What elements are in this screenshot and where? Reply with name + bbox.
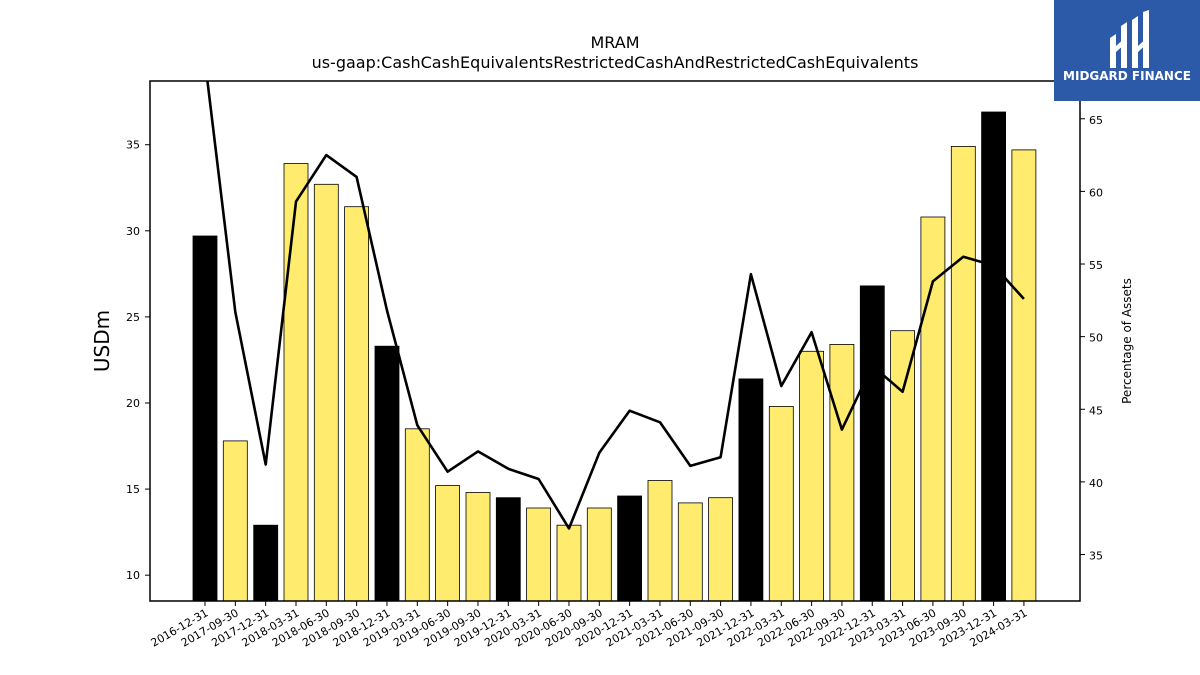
bar-2018-09-30	[344, 206, 370, 602]
logo: MIDGARD FINANCE	[1054, 0, 1200, 101]
bar-2019-03-31	[404, 428, 430, 602]
bar-2022-03-31	[768, 405, 794, 602]
bar-2019-06-30	[435, 485, 461, 602]
bar-2020-12-31	[617, 495, 642, 602]
bar-2021-09-30	[708, 497, 733, 602]
chart-subtitle: us-gaap:CashCashEquivalentsRestrictedCas…	[312, 53, 919, 72]
bar-2018-03-31	[283, 163, 309, 602]
y2-tick-label: 60	[1089, 186, 1103, 199]
bar-2018-06-30	[313, 183, 339, 602]
bar-2018-12-31	[374, 345, 400, 602]
y2-tick-label: 50	[1089, 332, 1103, 345]
y2-tick-label: 65	[1089, 114, 1103, 127]
y-tick-label: 35	[126, 139, 140, 152]
chart-title: MRAM	[590, 33, 639, 52]
bar-2021-06-30	[677, 502, 703, 602]
bar-2022-06-30	[799, 350, 824, 602]
y-axis-left: 10 15 20 25 30 35	[126, 139, 150, 582]
logo-text: MIDGARD FINANCE	[1063, 69, 1191, 83]
bar-2017-09-30	[222, 440, 248, 602]
y-tick-label: 30	[126, 225, 140, 238]
y-tick-label: 20	[126, 397, 140, 410]
y2-tick-label: 45	[1089, 404, 1103, 417]
bar-2021-03-31	[647, 480, 673, 602]
bar-2023-03-31	[890, 330, 915, 602]
bars-layer	[192, 111, 1037, 602]
logo-mark-icon	[1110, 10, 1149, 68]
bar-2020-09-30	[586, 507, 612, 602]
plot-frame	[149, 80, 1081, 602]
y2-tick-label: 55	[1089, 259, 1103, 272]
bar-2017-12-31	[253, 524, 279, 602]
y-tick-label: 10	[126, 569, 140, 582]
line-layer	[206, 81, 1025, 530]
y-axis-label: USDm	[90, 310, 114, 372]
bar-2023-09-30	[950, 145, 976, 602]
y2-tick-label: 40	[1089, 477, 1103, 490]
y2-tick-label: 35	[1089, 550, 1103, 563]
y-tick-label: 15	[126, 483, 140, 496]
bar-2020-03-31	[526, 507, 551, 602]
bar-2024-03-31	[1011, 149, 1037, 602]
y2-axis-label: Percentage of Assets	[1120, 278, 1134, 404]
bar-2022-09-30	[829, 343, 855, 602]
bar-2021-12-31	[738, 378, 764, 602]
x-axis: 2016-12-312017-09-302017-12-312018-03-31…	[149, 601, 1029, 650]
bar-2020-06-30	[556, 524, 582, 602]
percentage-of-assets-line	[206, 81, 1025, 530]
y-axis-right: 35 40 45 50 55 60 65	[1080, 114, 1103, 563]
bar-2016-12-31	[192, 235, 218, 602]
bar-2019-09-30	[465, 492, 491, 602]
y-tick-label: 25	[126, 311, 140, 324]
bar-2022-12-31	[859, 285, 885, 602]
bar-2019-12-31	[495, 497, 521, 602]
bar-2023-12-31	[981, 111, 1006, 602]
